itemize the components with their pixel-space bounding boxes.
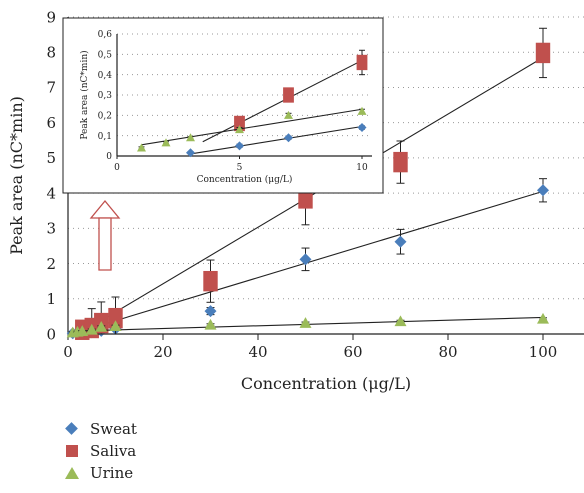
x-tick-label: 10 xyxy=(356,163,368,173)
data-point xyxy=(186,133,195,142)
legend-item-urine: Urine xyxy=(62,462,137,484)
data-point xyxy=(299,253,312,266)
trend-line xyxy=(141,108,363,146)
series-urine xyxy=(137,106,367,152)
data-point xyxy=(204,305,217,318)
arrow-up-icon xyxy=(89,199,121,219)
legend-item-sweat: Sweat xyxy=(62,418,137,440)
y-tick-label: 3 xyxy=(46,220,56,238)
y-tick-label: 0,2 xyxy=(98,111,112,121)
series-urine xyxy=(66,312,549,338)
y-tick-label: 2 xyxy=(46,255,56,273)
x-tick-label: 5 xyxy=(237,163,243,173)
data-point xyxy=(357,106,367,115)
inset-frame xyxy=(62,17,384,194)
trend-line xyxy=(202,59,363,143)
y-tick-label: 4 xyxy=(46,184,56,202)
x-tick-label: 20 xyxy=(153,343,172,361)
inset-chart: 0 0,1 0,2 0,3 0,4 0,5 0,6 0 5 10 Concentration (μg… xyxy=(79,30,372,185)
data-point xyxy=(204,318,217,330)
legend-label-sweat: Sweat xyxy=(90,420,137,438)
y-tick-label: 0,3 xyxy=(98,91,113,101)
data-point xyxy=(394,235,407,248)
y-tick-label: 0 xyxy=(106,152,112,162)
x-tick-label: 60 xyxy=(343,343,362,361)
y-tick-label: 0 xyxy=(46,325,56,343)
arrow-shaft xyxy=(98,217,112,271)
data-point xyxy=(284,133,293,143)
y-tick-label: 9 xyxy=(46,8,56,26)
data-point xyxy=(108,307,123,329)
data-point xyxy=(283,87,294,103)
y-tick-label: 7 xyxy=(46,79,56,97)
data-point xyxy=(394,315,407,327)
x-tick-label: 100 xyxy=(529,343,558,361)
x-tick-label: 40 xyxy=(248,343,267,361)
x-tick-label: 0 xyxy=(114,163,120,173)
data-point xyxy=(203,270,218,292)
y-axis-label: Peak area (nC*min) xyxy=(7,96,26,255)
y-axis-label: Peak area (nC*min) xyxy=(79,50,90,139)
data-point xyxy=(186,148,195,158)
legend-label-saliva: Saliva xyxy=(90,442,137,460)
data-point xyxy=(356,54,368,71)
data-point xyxy=(537,312,549,324)
data-point xyxy=(284,110,293,119)
square-marker-icon xyxy=(62,444,82,458)
data-point xyxy=(393,151,408,173)
y-tick-label: 5 xyxy=(46,149,56,167)
data-point xyxy=(299,317,312,328)
legend-label-urine: Urine xyxy=(90,464,134,482)
y-tick-label: 6 xyxy=(46,114,56,132)
x-axis-label: Concentration (μg/L) xyxy=(197,174,293,185)
data-point xyxy=(537,184,549,197)
x-tick-label: 0 xyxy=(63,343,73,361)
data-point xyxy=(535,42,551,64)
trend-line xyxy=(190,125,363,155)
y-tick-label: 8 xyxy=(46,43,56,61)
data-point xyxy=(234,115,245,132)
y-tick-label: 1 xyxy=(46,290,56,308)
x-tick-label: 80 xyxy=(438,343,457,361)
data-point xyxy=(85,323,98,335)
series-sweat xyxy=(186,123,367,158)
triangle-marker-icon xyxy=(62,466,82,480)
y-tick-label: 0,4 xyxy=(98,71,113,81)
y-tick-label: 0,5 xyxy=(98,50,113,60)
x-axis-label: Concentration (μg/L) xyxy=(241,374,411,393)
data-point xyxy=(95,320,108,332)
data-point xyxy=(109,320,122,332)
data-point xyxy=(357,123,367,133)
data-point xyxy=(235,141,244,151)
data-point xyxy=(137,143,146,152)
diamond-marker-icon xyxy=(62,422,82,436)
data-point xyxy=(161,138,171,147)
data-point xyxy=(76,325,89,336)
y-tick-label: 0,1 xyxy=(98,132,112,142)
y-tick-label: 0,6 xyxy=(98,30,113,40)
legend-item-saliva: Saliva xyxy=(62,440,137,462)
legend: Sweat Saliva Urine xyxy=(62,418,137,484)
data-point xyxy=(235,125,244,134)
